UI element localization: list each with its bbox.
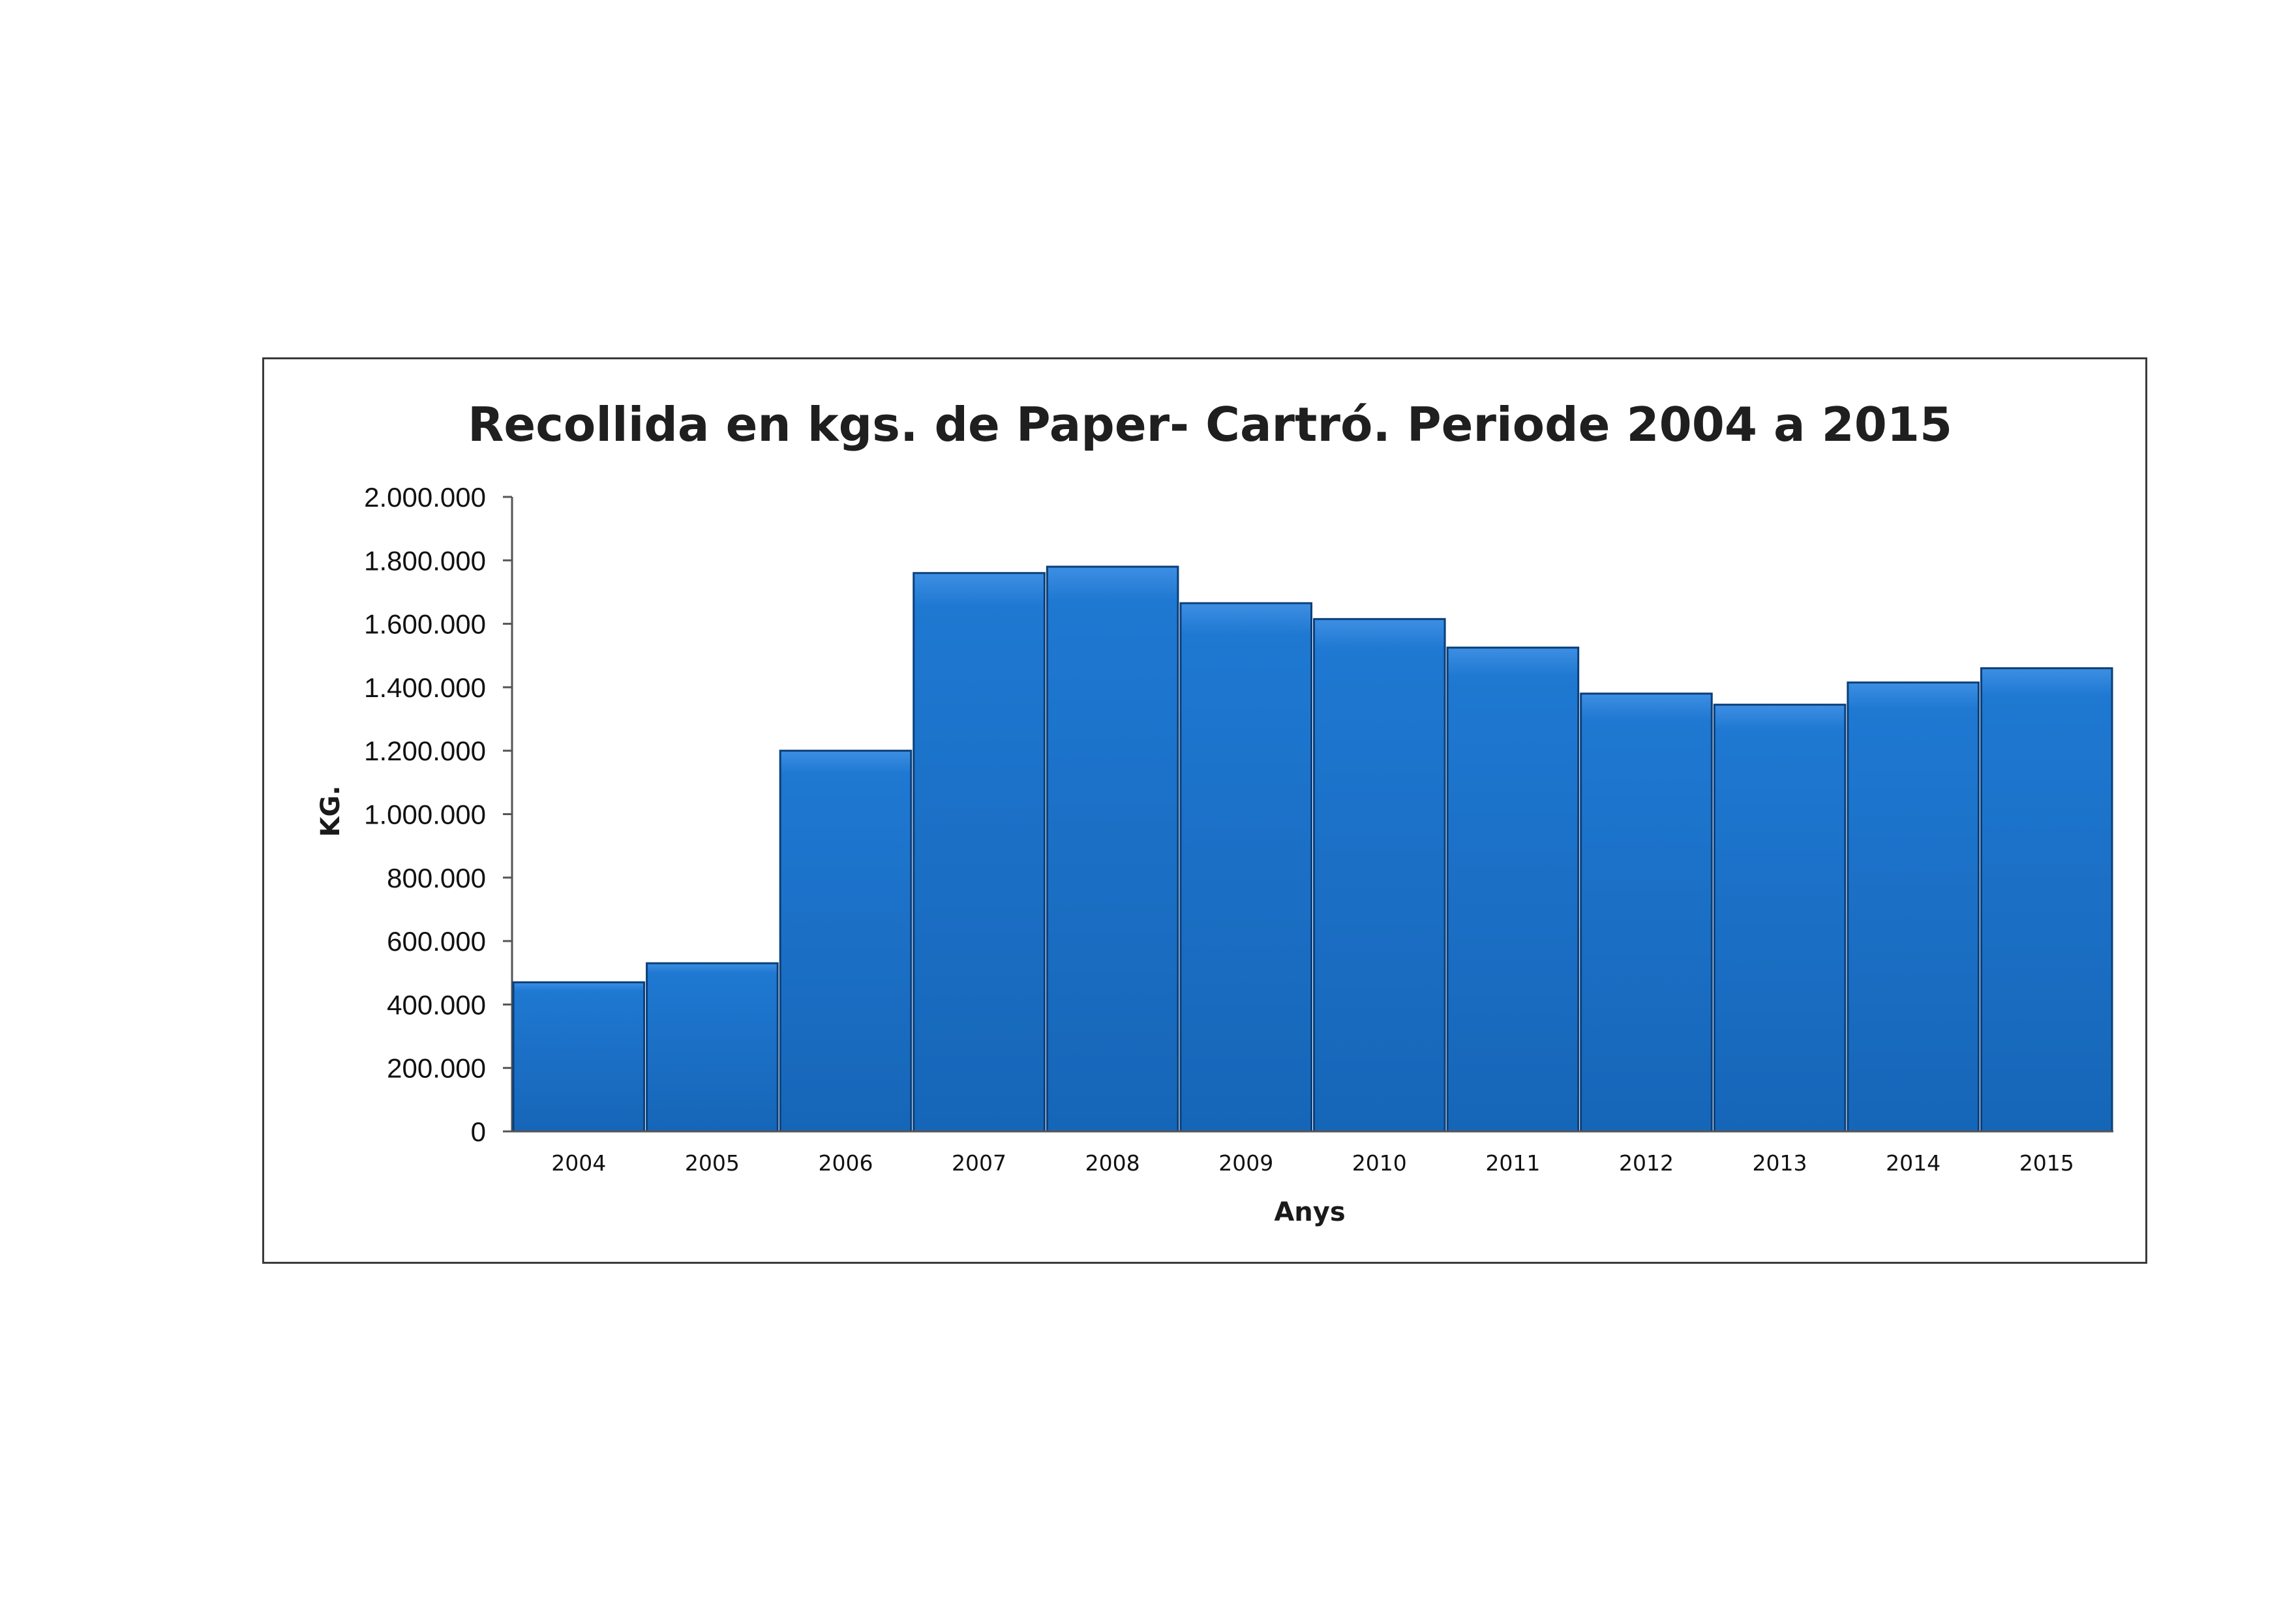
y-tick-label: 800.000: [387, 863, 486, 893]
x-tick-label: 2010: [1352, 1150, 1407, 1176]
bar-2015: [1980, 667, 2113, 1133]
bar-2004: [512, 981, 646, 1133]
y-tick-label: 1.400.000: [364, 672, 486, 703]
x-tick-label: 2006: [818, 1150, 873, 1176]
x-tick-label: 2012: [1619, 1150, 1674, 1176]
y-axis-title: KG.: [316, 785, 346, 837]
bar-2012: [1580, 693, 1713, 1133]
bars: [512, 565, 2113, 1133]
bar-2010: [1313, 618, 1446, 1133]
x-tick-label: 2015: [2019, 1150, 2074, 1176]
x-axis-title: Anys: [1274, 1197, 1345, 1227]
x-tick-label: 2009: [1218, 1150, 1273, 1176]
chart-title: Recollida en kgs. de Paper- Cartró. Peri…: [468, 397, 1952, 452]
x-tick-label: 2007: [952, 1150, 1006, 1176]
bar-2007: [913, 572, 1046, 1133]
y-tick-label: 1.200.000: [364, 736, 486, 766]
y-tick-label: 2.000.000: [364, 482, 486, 513]
x-tick-label: 2004: [551, 1150, 606, 1176]
y-tick-label: 1.000.000: [364, 799, 486, 830]
y-tick-label: 1.800.000: [364, 545, 486, 576]
x-tick-label: 2011: [1485, 1150, 1540, 1176]
y-tick-label: 400.000: [387, 989, 486, 1020]
bar-2005: [646, 962, 779, 1133]
y-tick-label: 1.600.000: [364, 609, 486, 640]
x-tick-label: 2014: [1886, 1150, 1941, 1176]
x-tick-label: 2013: [1753, 1150, 1807, 1176]
y-tick-label: 0: [471, 1116, 486, 1147]
y-tick-label: 600.000: [387, 926, 486, 957]
y-axis: 0 200.000 400.000 600.000 800.000 1.000.000 1.…: [364, 482, 513, 1147]
bar-2014: [1847, 681, 1980, 1133]
bar-2009: [1179, 602, 1312, 1133]
x-tick-label: 2008: [1085, 1150, 1140, 1176]
x-tick-label: 2005: [685, 1150, 740, 1176]
bar-2013: [1713, 704, 1847, 1133]
bar-2011: [1446, 646, 1580, 1133]
bar-2008: [1046, 565, 1179, 1133]
y-tick-label: 200.000: [387, 1053, 486, 1084]
x-axis: 2004 2005 2006 2007 2008 2009 2010 2011 2012 2013…: [512, 1130, 2113, 1176]
bar-2006: [779, 749, 913, 1133]
